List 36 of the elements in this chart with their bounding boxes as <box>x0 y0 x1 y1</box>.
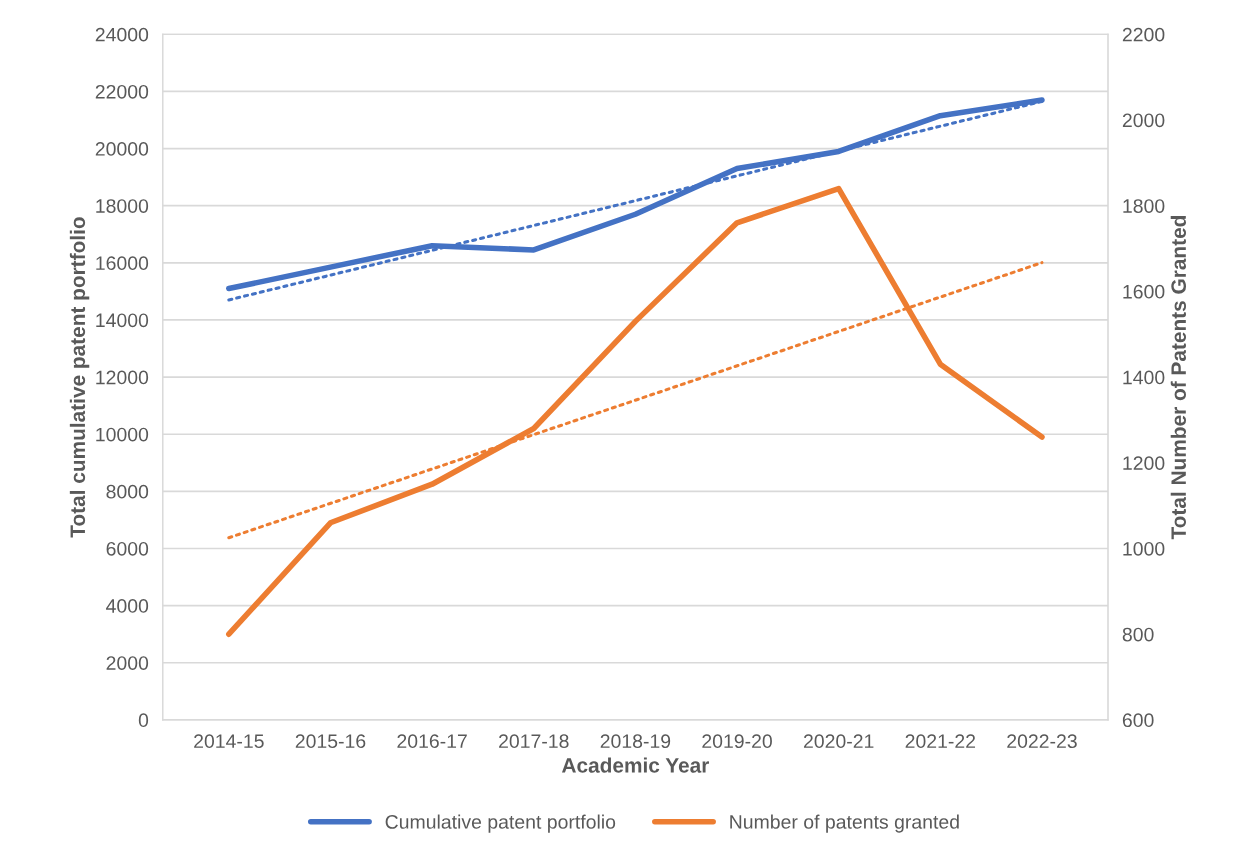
x-tick-label: 2016-17 <box>397 734 467 749</box>
y-tick-label: 0 <box>138 713 149 728</box>
x-axis-title: Academic Year <box>561 757 710 773</box>
y2-tick-label: 1800 <box>1123 199 1165 213</box>
y2-tick-label: 2200 <box>1122 27 1165 42</box>
x-tick-label: 2015-16 <box>295 734 366 749</box>
legend-label: Number of patents granted <box>730 814 959 833</box>
y-tick-label: 2000 <box>106 656 149 670</box>
y-tick-label: 24000 <box>95 27 149 42</box>
y-axis-title: Total cumulative patent portfolio <box>69 217 90 538</box>
y-tick-label: 8000 <box>106 484 149 499</box>
y-tick-label: 12000 <box>96 370 149 385</box>
x-tick-label: 2019-20 <box>702 734 772 749</box>
y2-tick-label: 1600 <box>1123 284 1165 299</box>
y-tick-label: 20000 <box>95 142 149 156</box>
y-tick-label: 4000 <box>106 599 149 613</box>
y2-tick-label: 2000 <box>1122 113 1165 128</box>
y-tick-label: 22000 <box>95 84 149 99</box>
y2-tick-label: 800 <box>1122 627 1154 642</box>
x-tick-label: 2017-18 <box>499 734 569 749</box>
legend-label: Cumulative patent portfolio <box>385 814 616 833</box>
y-tick-label: 10000 <box>96 427 149 442</box>
x-tick-label: 2014-15 <box>194 734 264 749</box>
y-tick-label: 16000 <box>96 256 149 271</box>
y2-axis-title: Total Number of Patents Granted <box>1170 216 1187 540</box>
y2-tick-label: 1000 <box>1123 541 1165 556</box>
y-tick-label: 18000 <box>96 199 149 213</box>
y2-tick-label: 600 <box>1122 713 1154 728</box>
x-tick-label: 2020-21 <box>803 734 874 749</box>
y2-tick-label: 1400 <box>1123 370 1165 385</box>
y-tick-label: 14000 <box>96 313 149 328</box>
y-tick-label: 6000 <box>106 541 149 556</box>
y2-tick-label: 1200 <box>1123 456 1165 471</box>
x-tick-label: 2022-23 <box>1007 734 1077 749</box>
x-tick-label: 2021-22 <box>905 734 976 749</box>
x-tick-label: 2018-19 <box>600 734 671 749</box>
